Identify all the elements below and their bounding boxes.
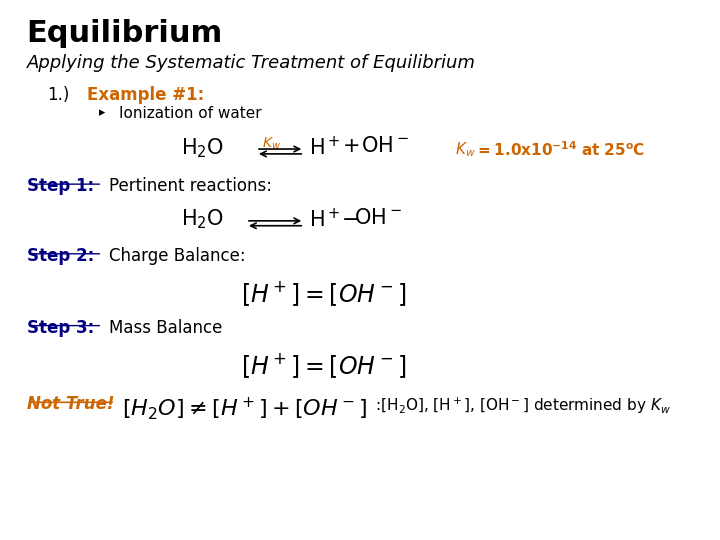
Text: ▸: ▸ (99, 106, 105, 119)
Text: $\mathrm{OH^-}$: $\mathrm{OH^-}$ (361, 136, 409, 156)
Text: $-$: $-$ (341, 208, 359, 228)
Text: :[H$_2$O], [H$^+$], [OH$^-$] determined by $\mathit{K_w}$: :[H$_2$O], [H$^+$], [OH$^-$] determined … (371, 395, 671, 416)
Text: Not True!: Not True! (27, 395, 114, 413)
Text: $\mathrm{H_2O}$: $\mathrm{H_2O}$ (181, 136, 223, 160)
Text: Step 2:: Step 2: (27, 247, 94, 265)
Text: Pertinent reactions:: Pertinent reactions: (109, 177, 272, 195)
Text: $\mathrm{H_2O}$: $\mathrm{H_2O}$ (181, 208, 223, 232)
Text: $\mathrm{OH^-}$: $\mathrm{OH^-}$ (354, 208, 402, 228)
Text: Equilibrium: Equilibrium (27, 19, 223, 48)
Text: Example #1:: Example #1: (87, 86, 204, 104)
Text: Mass Balance: Mass Balance (109, 319, 222, 336)
Text: $[H^+]=[OH^-]$: $[H^+]=[OH^-]$ (240, 351, 406, 380)
Text: Ionization of water: Ionization of water (119, 106, 261, 122)
Text: $\mathrm{H^+}$: $\mathrm{H^+}$ (309, 208, 341, 231)
Text: Step 3:: Step 3: (27, 319, 94, 336)
Text: $[H^+]=[OH^-]$: $[H^+]=[OH^-]$ (240, 279, 406, 308)
Text: 1.): 1.) (47, 86, 69, 104)
Text: $+$: $+$ (342, 136, 360, 156)
Text: $[H_2O]\neq[H^+]+[OH^-]$: $[H_2O]\neq[H^+]+[OH^-]$ (122, 395, 366, 422)
Text: Step 1:: Step 1: (27, 177, 94, 195)
Text: $\mathrm{H^+}$: $\mathrm{H^+}$ (309, 136, 341, 159)
Text: $\mathbf{= 1.0x10^{-14}\ at\ 25^oC}$: $\mathbf{= 1.0x10^{-14}\ at\ 25^oC}$ (474, 140, 644, 159)
Text: Charge Balance:: Charge Balance: (109, 247, 246, 265)
Text: Applying the Systematic Treatment of Equilibrium: Applying the Systematic Treatment of Equ… (27, 54, 476, 72)
Text: $\mathit{K_w}$: $\mathit{K_w}$ (454, 140, 475, 159)
Text: $\mathit{K_w}$: $\mathit{K_w}$ (262, 136, 281, 152)
